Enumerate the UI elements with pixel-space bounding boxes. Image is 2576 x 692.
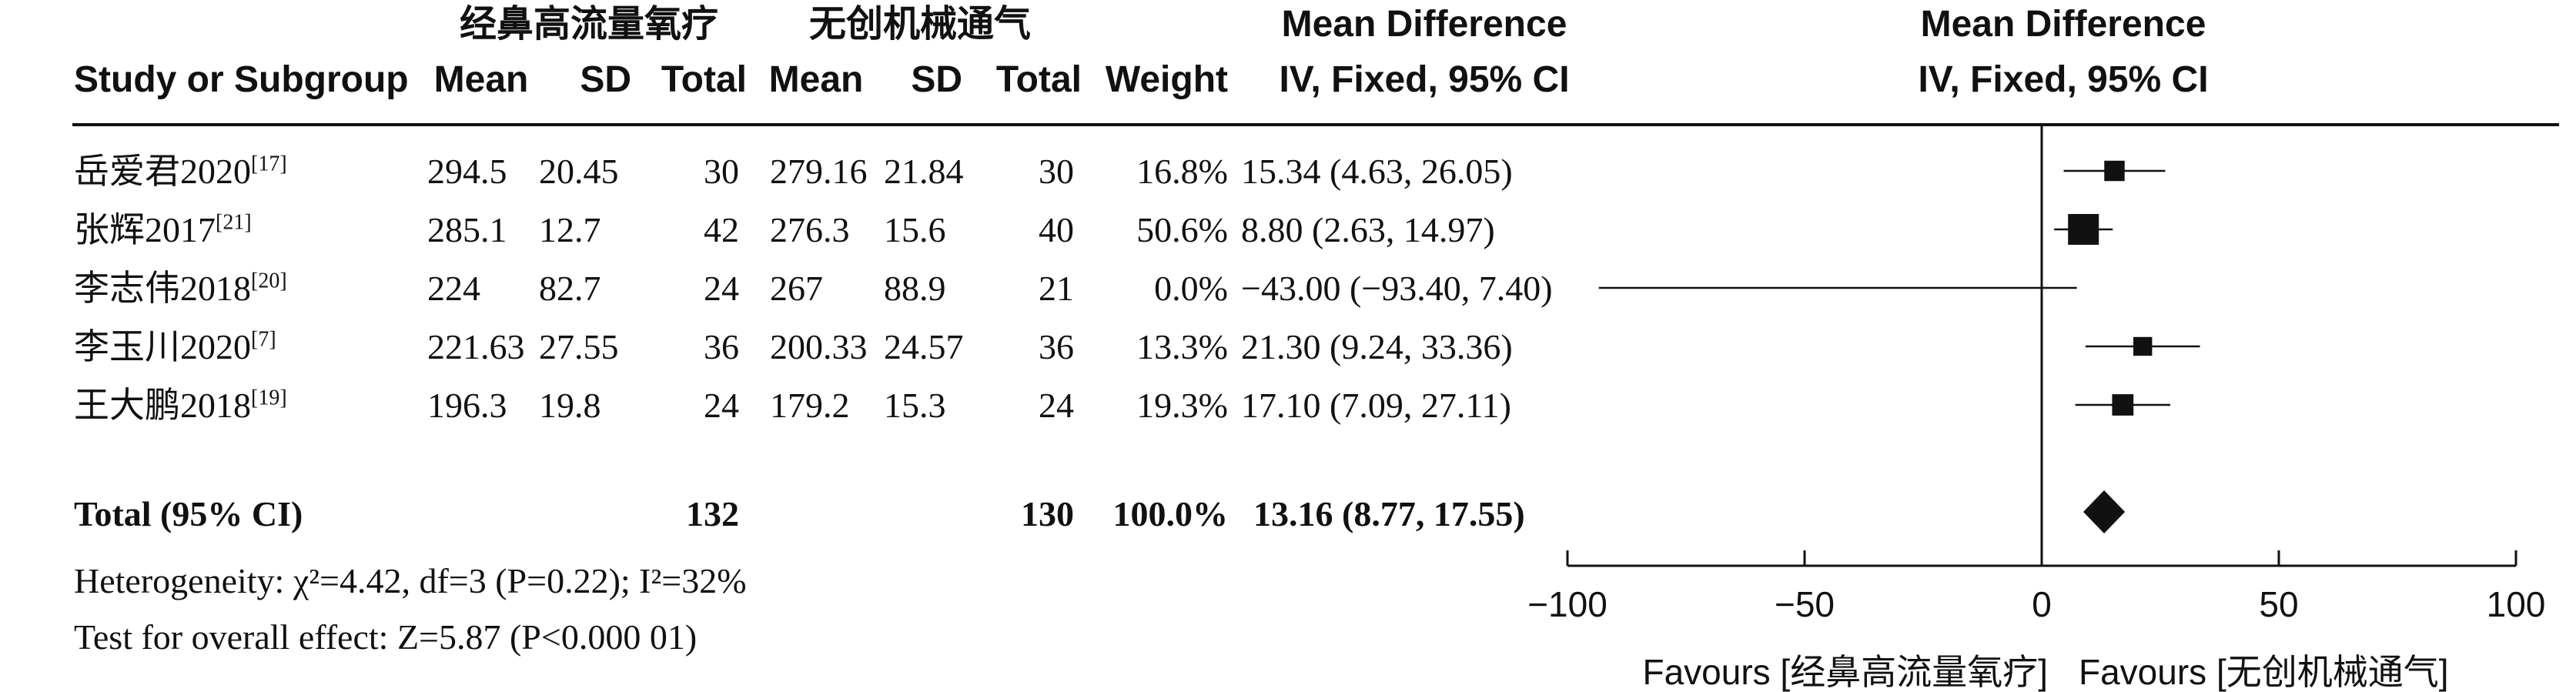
favours-right-label: Favours [无创机械通气] [2079,652,2449,692]
study-reference: [7] [251,327,276,352]
study-point-square [2068,213,2099,246]
ci-cell: 21.30 (9.24, 33.36) [1241,327,1513,366]
ci-cell: 17.10 (7.09, 27.11) [1241,386,1511,425]
total2-column-header: Total [995,59,1082,100]
total1-cell: 42 [704,210,739,249]
mean1-cell: 224 [427,269,480,308]
weight-cell: 50.6% [1136,210,1228,249]
mean2-cell: 267 [770,269,823,308]
total-n1: 132 [686,494,739,533]
sd2-cell: 15.3 [884,386,946,425]
total-weight: 100.0% [1112,494,1229,533]
study-name-text: 张辉2017 [74,210,216,249]
study-reference: [20] [251,269,287,293]
study-point-square [2104,160,2125,182]
x-tick-label: −50 [1774,584,1835,624]
group1-header: 经鼻高流量氧疗 [459,4,718,45]
total1-cell: 30 [704,152,739,191]
sd1-cell: 12.7 [539,210,601,249]
study-point-square [2112,394,2134,416]
weight-column-header: Weight [1105,59,1228,100]
total1-column-header: Total [661,59,747,100]
favours-left-label: Favours [经鼻高流量氧疗] [1642,652,2048,692]
plot-column-title: Mean Difference [1920,4,2206,45]
x-tick-label: −100 [1527,584,1607,624]
study-point-square [2133,336,2153,356]
total-n2: 130 [1021,494,1074,533]
study-name: 岳爱君2020[17] [74,152,287,191]
ci-cell: 8.80 (2.63, 14.97) [1241,210,1495,249]
sd1-cell: 19.8 [539,386,601,425]
sd2-cell: 15.6 [884,210,946,249]
mean2-column-header: Mean [768,59,864,100]
study-name-text: 李志伟2018 [74,269,251,308]
summary-diamond [2083,490,2126,533]
total2-cell: 24 [1039,386,1074,425]
study-name-text: 岳爱君2020 [74,152,251,191]
study-reference: [21] [216,210,252,235]
total1-cell: 24 [704,269,739,308]
x-tick-label: 0 [2032,584,2052,624]
ci-cell: −43.00 (−93.40, 7.40) [1241,269,1553,308]
total2-cell: 36 [1039,327,1074,366]
overall-effect-text: Test for overall effect: Z=5.87 (P<0.000… [74,617,698,657]
total2-cell: 30 [1039,152,1074,191]
x-tick-label: 50 [2259,584,2299,624]
total1-cell: 24 [704,386,739,425]
header-rule [72,123,2559,126]
total2-cell: 21 [1039,269,1074,308]
md-column-title: Mean Difference [1281,4,1567,45]
heterogeneity-text: Heterogeneity: χ²=4.42, df=3 (P=0.22); I… [74,561,747,600]
mean2-cell: 179.2 [770,386,850,425]
study-reference: [19] [251,386,287,410]
total1-cell: 36 [704,327,739,366]
sd1-cell: 27.55 [539,327,619,366]
study-name-text: 李玉川2020 [74,327,251,366]
total-label: Total (95% CI) [74,494,303,533]
study-name: 王大鹏2018[19] [74,386,287,425]
md-method-header: IV, Fixed, 95% CI [1279,59,1570,100]
sd1-cell: 20.45 [539,152,619,191]
weight-cell: 0.0% [1154,269,1228,308]
weight-cell: 13.3% [1136,327,1228,366]
study-name: 李志伟2018[20] [74,269,287,308]
study-name: 张辉2017[21] [74,212,252,248]
sd2-cell: 21.84 [884,152,964,191]
mean1-column-header: Mean [433,59,529,100]
sd1-cell: 82.7 [539,269,601,308]
study-column-header: Study or Subgroup [74,59,409,100]
study-name: 李玉川2020[7] [74,329,276,365]
mean1-cell: 294.5 [427,152,507,191]
mean2-cell: 200.33 [770,327,868,366]
plot-method-header: IV, Fixed, 95% CI [1918,59,2209,100]
weight-cell: 16.8% [1136,152,1228,191]
mean2-cell: 276.3 [770,210,850,249]
mean1-cell: 196.3 [427,386,507,425]
group2-header: 无创机械通气 [808,4,1031,45]
x-tick-label: 100 [2486,584,2546,624]
sd2-cell: 24.57 [884,327,964,366]
weight-cell: 19.3% [1136,386,1228,425]
study-name-text: 王大鹏2018 [74,386,251,425]
total-ci: 13.16 (8.77, 17.55) [1253,494,1525,533]
study-reference: [17] [251,152,287,176]
mean1-cell: 221.63 [427,327,525,366]
sd2-cell: 88.9 [884,269,946,308]
mean1-cell: 285.1 [427,210,507,249]
mean2-cell: 279.16 [770,152,868,191]
total2-cell: 40 [1039,210,1074,249]
ci-cell: 15.34 (4.63, 26.05) [1241,152,1513,191]
sd1-column-header: SD [580,59,631,100]
sd2-column-header: SD [911,59,962,100]
